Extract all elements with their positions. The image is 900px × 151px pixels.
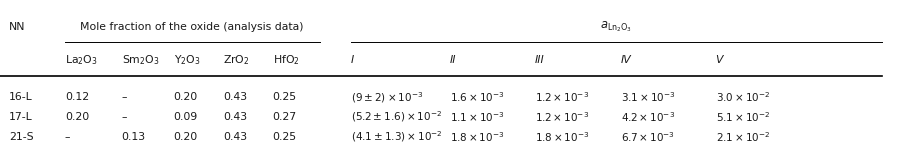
Text: $2.1\times10^{-2}$: $2.1\times10^{-2}$ [716, 130, 770, 144]
Text: $1.8\times10^{-3}$: $1.8\times10^{-3}$ [450, 130, 504, 144]
Text: $1.2\times10^{-3}$: $1.2\times10^{-3}$ [535, 110, 589, 124]
Text: II: II [450, 55, 456, 65]
Text: $(5.2\pm1.6)\times10^{-2}$: $(5.2\pm1.6)\times10^{-2}$ [351, 110, 442, 124]
Text: 0.43: 0.43 [223, 92, 248, 102]
Text: $3.0\times10^{-2}$: $3.0\times10^{-2}$ [716, 90, 770, 104]
Text: $1.8\times10^{-3}$: $1.8\times10^{-3}$ [535, 130, 589, 144]
Text: 0.25: 0.25 [273, 92, 297, 102]
Text: 16-L: 16-L [9, 92, 32, 102]
Text: $3.5\times10^{-3}$: $3.5\times10^{-3}$ [450, 149, 505, 151]
Text: 0.09: 0.09 [174, 112, 198, 122]
Text: 21-S: 21-S [9, 132, 33, 142]
Text: 0.20: 0.20 [174, 92, 198, 102]
Text: Sm$_2$O$_3$: Sm$_2$O$_3$ [122, 53, 159, 67]
Text: $1.1\times10^{-3}$: $1.1\times10^{-3}$ [450, 110, 505, 124]
Text: $4.2\times10^{-3}$: $4.2\times10^{-3}$ [621, 110, 675, 124]
Text: La$_2$O$_3$: La$_2$O$_3$ [65, 53, 98, 67]
Text: ZrO$_2$: ZrO$_2$ [223, 53, 250, 67]
Text: –: – [122, 92, 127, 102]
Text: $(7\pm2)\times10^{-2}$: $(7\pm2)\times10^{-2}$ [351, 149, 423, 151]
Text: $1.2\times10^{-3}$: $1.2\times10^{-3}$ [535, 90, 589, 104]
Text: I: I [351, 55, 355, 65]
Text: –: – [122, 112, 127, 122]
Text: $3.1\times10^{-3}$: $3.1\times10^{-3}$ [621, 90, 676, 104]
Text: NN: NN [9, 22, 25, 32]
Text: 0.25: 0.25 [273, 132, 297, 142]
Text: 0.27: 0.27 [273, 112, 297, 122]
Text: 0.43: 0.43 [223, 132, 248, 142]
Text: –: – [65, 132, 70, 142]
Text: 0.12: 0.12 [65, 92, 89, 102]
Text: $(4.1\pm1.3)\times10^{-2}$: $(4.1\pm1.3)\times10^{-2}$ [351, 129, 443, 144]
Text: $(9\pm2)\times10^{-3}$: $(9\pm2)\times10^{-3}$ [351, 90, 423, 105]
Text: 0.43: 0.43 [223, 112, 248, 122]
Text: $1.0\times10^{-2}$: $1.0\times10^{-2}$ [621, 149, 676, 151]
Text: $5.1\times10^{-2}$: $5.1\times10^{-2}$ [716, 110, 770, 124]
Text: 0.20: 0.20 [174, 132, 198, 142]
Text: $a_{\mathrm{Ln_2O_3}}$: $a_{\mathrm{Ln_2O_3}}$ [600, 20, 633, 34]
Text: IV: IV [621, 55, 632, 65]
Text: $3.2\times10^{-2}$: $3.2\times10^{-2}$ [716, 149, 770, 151]
Text: $6.7\times10^{-3}$: $6.7\times10^{-3}$ [621, 130, 675, 144]
Text: HfO$_2$: HfO$_2$ [273, 53, 300, 67]
Text: $3.8\times10^{-3}$: $3.8\times10^{-3}$ [535, 149, 589, 151]
Text: V: V [716, 55, 723, 65]
Text: Mole fraction of the oxide (analysis data): Mole fraction of the oxide (analysis dat… [80, 22, 304, 32]
Text: 0.20: 0.20 [65, 112, 89, 122]
Text: $1.6\times10^{-3}$: $1.6\times10^{-3}$ [450, 90, 505, 104]
Text: 0.13: 0.13 [122, 132, 146, 142]
Text: 17-L: 17-L [9, 112, 32, 122]
Text: Y$_2$O$_3$: Y$_2$O$_3$ [174, 53, 201, 67]
Text: III: III [535, 55, 544, 65]
